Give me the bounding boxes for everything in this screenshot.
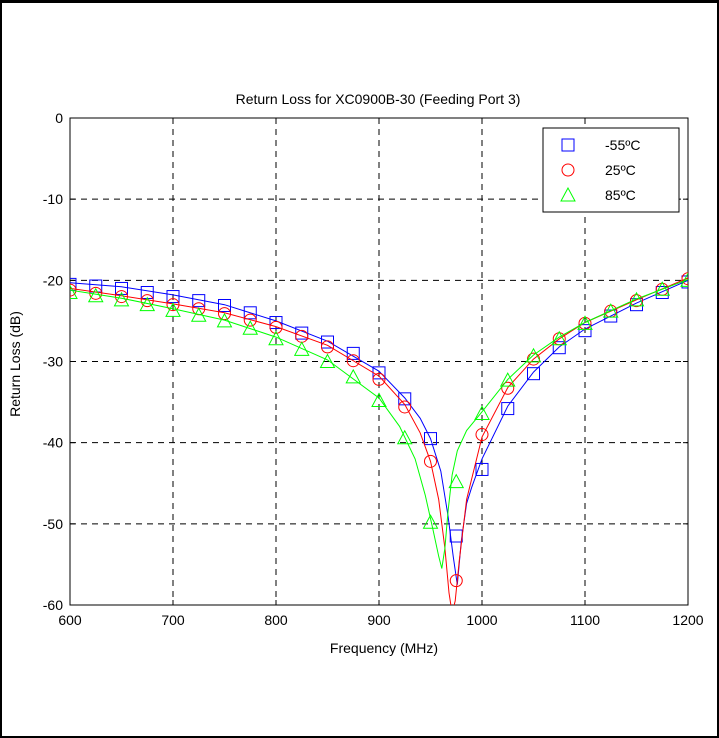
data-point <box>115 281 128 295</box>
legend-marker-0 <box>561 138 575 152</box>
x-axis-label: Frequency (MHz) <box>330 640 438 656</box>
data-point <box>140 294 154 308</box>
data-point <box>269 320 283 334</box>
data-point <box>165 302 181 317</box>
data-point <box>242 320 259 335</box>
data-point <box>192 294 206 308</box>
legend-label-1: 25ºC <box>605 162 636 178</box>
data-point <box>525 347 542 363</box>
series-2 <box>70 272 688 569</box>
data-point <box>602 303 619 318</box>
data-point <box>371 392 387 407</box>
data-point <box>293 341 310 356</box>
series-line-1 <box>70 277 688 605</box>
x-tick-label: 1200 <box>672 612 703 628</box>
y-tick-label: -30 <box>43 354 63 370</box>
data-point <box>680 272 688 287</box>
data-point <box>501 402 515 416</box>
data-point <box>628 291 645 307</box>
x-axis-ticks: 600 700 800 900 1000 1100 1200 <box>58 118 704 628</box>
data-point <box>552 341 566 355</box>
data-point <box>166 298 180 312</box>
legend-marker-2 <box>560 186 576 202</box>
data-point <box>449 574 463 588</box>
legend-box <box>542 127 680 213</box>
data-point <box>448 473 465 489</box>
x-tick-label: 1000 <box>466 612 497 628</box>
x-tick-label: 600 <box>58 612 82 628</box>
data-point <box>216 312 233 328</box>
data-point <box>499 372 516 387</box>
data-point <box>115 290 128 304</box>
data-point <box>139 296 156 312</box>
data-point <box>474 405 490 420</box>
data-point <box>475 428 489 442</box>
series-layer <box>70 272 688 605</box>
data-point <box>319 353 336 368</box>
data-point <box>321 335 334 349</box>
data-point <box>70 277 77 291</box>
data-point <box>113 291 130 307</box>
data-point <box>577 315 593 330</box>
x-tick-label: 900 <box>367 612 391 628</box>
data-point <box>346 346 360 360</box>
data-point <box>295 326 309 340</box>
data-point <box>578 324 592 338</box>
series-line-2 <box>70 279 688 569</box>
data-point <box>527 367 540 381</box>
data-point <box>398 400 412 414</box>
y-tick-label: 0 <box>55 110 63 126</box>
data-point <box>269 316 283 330</box>
data-point <box>681 272 688 286</box>
y-tick-label: -60 <box>43 597 63 613</box>
data-point <box>346 354 360 368</box>
x-tick-label: 700 <box>161 612 185 628</box>
y-axis-ticks: 0 -10 -20 -30 -40 -50 -60 <box>43 110 688 613</box>
x-tick-label: 800 <box>264 612 288 628</box>
y-tick-label: -40 <box>43 435 63 451</box>
data-point <box>424 454 437 468</box>
data-point <box>654 281 671 296</box>
data-point <box>501 381 515 395</box>
data-point <box>321 340 334 354</box>
data-point <box>424 432 437 446</box>
data-point <box>89 279 103 293</box>
data-point <box>396 429 413 445</box>
legend: -55ºC 25ºC 85ºC <box>542 127 680 213</box>
legend-label-0: -55ºC <box>605 137 640 153</box>
data-point <box>268 330 284 346</box>
y-tick-label: -50 <box>43 516 63 532</box>
y-tick-label: -10 <box>43 191 63 207</box>
legend-marker-1 <box>561 163 575 177</box>
data-point <box>243 306 257 320</box>
data-point <box>87 287 104 303</box>
data-point <box>243 313 257 327</box>
legend-label-2: 85ºC <box>605 187 636 203</box>
data-point <box>372 372 386 386</box>
data-point <box>630 294 643 308</box>
y-axis-label: Return Loss (dB) <box>7 311 23 417</box>
data-point <box>449 529 463 543</box>
data-point <box>70 283 77 297</box>
data-point <box>422 514 439 529</box>
data-point <box>218 298 231 312</box>
chart-title: Return Loss for XC0900B-30 (Feeding Port… <box>236 91 521 107</box>
data-point <box>345 368 362 384</box>
data-point <box>70 284 78 300</box>
data-point <box>551 330 568 346</box>
x-tick-label: 1100 <box>570 612 600 628</box>
data-point <box>475 462 489 476</box>
data-point <box>190 307 207 322</box>
y-tick-label: -20 <box>43 272 63 288</box>
